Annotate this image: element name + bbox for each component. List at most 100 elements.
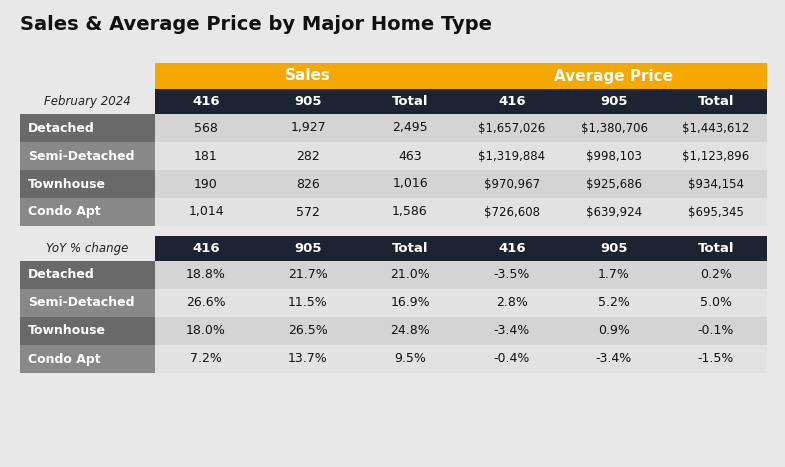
Text: -3.4%: -3.4% [494,325,530,338]
FancyBboxPatch shape [563,198,665,226]
FancyBboxPatch shape [563,114,665,142]
Text: 13.7%: 13.7% [288,353,328,366]
Text: 1,927: 1,927 [290,121,326,134]
Text: -0.4%: -0.4% [494,353,530,366]
Text: 416: 416 [498,242,526,255]
FancyBboxPatch shape [563,170,665,198]
FancyBboxPatch shape [359,289,461,317]
Text: Condo Apt: Condo Apt [28,353,100,366]
FancyBboxPatch shape [359,89,461,114]
Text: 2,495: 2,495 [392,121,428,134]
FancyBboxPatch shape [20,236,155,261]
Text: 572: 572 [296,205,320,219]
FancyBboxPatch shape [359,114,461,142]
Text: 463: 463 [398,149,422,163]
FancyBboxPatch shape [20,142,155,170]
FancyBboxPatch shape [155,170,257,198]
Text: -1.5%: -1.5% [698,353,734,366]
Text: $1,319,884: $1,319,884 [478,149,546,163]
FancyBboxPatch shape [155,114,257,142]
FancyBboxPatch shape [20,89,155,114]
Text: 905: 905 [294,242,322,255]
Text: 21.0%: 21.0% [390,269,430,282]
FancyBboxPatch shape [20,198,155,226]
Text: -0.1%: -0.1% [698,325,734,338]
Text: 26.5%: 26.5% [288,325,328,338]
FancyBboxPatch shape [257,89,359,114]
FancyBboxPatch shape [20,114,155,142]
FancyBboxPatch shape [155,261,257,289]
Text: 282: 282 [296,149,319,163]
FancyBboxPatch shape [257,289,359,317]
FancyBboxPatch shape [359,261,461,289]
FancyBboxPatch shape [665,289,767,317]
FancyBboxPatch shape [563,261,665,289]
FancyBboxPatch shape [665,89,767,114]
Text: Detached: Detached [28,269,95,282]
FancyBboxPatch shape [461,289,563,317]
FancyBboxPatch shape [665,345,767,373]
Text: 24.8%: 24.8% [390,325,430,338]
FancyBboxPatch shape [563,317,665,345]
FancyBboxPatch shape [359,142,461,170]
Text: 568: 568 [194,121,218,134]
Text: 1,014: 1,014 [188,205,224,219]
FancyBboxPatch shape [563,345,665,373]
Text: Total: Total [392,95,429,108]
FancyBboxPatch shape [359,198,461,226]
FancyBboxPatch shape [20,170,155,198]
FancyBboxPatch shape [461,114,563,142]
FancyBboxPatch shape [359,345,461,373]
FancyBboxPatch shape [461,261,563,289]
Text: $1,443,612: $1,443,612 [682,121,750,134]
FancyBboxPatch shape [155,289,257,317]
FancyBboxPatch shape [665,317,767,345]
Text: Townhouse: Townhouse [28,325,106,338]
FancyBboxPatch shape [461,170,563,198]
FancyBboxPatch shape [257,198,359,226]
FancyBboxPatch shape [461,142,563,170]
Text: 26.6%: 26.6% [186,297,226,310]
FancyBboxPatch shape [257,170,359,198]
Text: 18.0%: 18.0% [186,325,226,338]
Text: $695,345: $695,345 [688,205,744,219]
FancyBboxPatch shape [155,198,257,226]
FancyBboxPatch shape [20,289,155,317]
FancyBboxPatch shape [20,317,155,345]
Text: 1.7%: 1.7% [598,269,630,282]
Text: February 2024: February 2024 [44,95,131,108]
FancyBboxPatch shape [461,89,563,114]
Text: $726,608: $726,608 [484,205,540,219]
Text: $1,657,026: $1,657,026 [478,121,546,134]
FancyBboxPatch shape [359,236,461,261]
Text: 2.8%: 2.8% [496,297,528,310]
Text: 181: 181 [194,149,218,163]
Text: 1,016: 1,016 [392,177,428,191]
Text: 0.9%: 0.9% [598,325,630,338]
Text: $934,154: $934,154 [688,177,744,191]
FancyBboxPatch shape [155,236,257,261]
Text: 18.8%: 18.8% [186,269,226,282]
FancyBboxPatch shape [563,289,665,317]
Text: Detached: Detached [28,121,95,134]
Text: Semi-Detached: Semi-Detached [28,297,134,310]
Text: Sales & Average Price by Major Home Type: Sales & Average Price by Major Home Type [20,15,492,34]
FancyBboxPatch shape [665,114,767,142]
Text: Average Price: Average Price [554,69,674,84]
Text: 416: 416 [192,242,220,255]
FancyBboxPatch shape [20,345,155,373]
Text: Sales: Sales [285,69,331,84]
Text: 1,586: 1,586 [392,205,428,219]
Text: Condo Apt: Condo Apt [28,205,100,219]
FancyBboxPatch shape [155,89,257,114]
Text: 190: 190 [194,177,218,191]
Text: 0.2%: 0.2% [700,269,732,282]
FancyBboxPatch shape [461,198,563,226]
Text: -3.4%: -3.4% [596,353,632,366]
FancyBboxPatch shape [665,142,767,170]
FancyBboxPatch shape [257,317,359,345]
Text: 416: 416 [498,95,526,108]
FancyBboxPatch shape [257,261,359,289]
Text: $998,103: $998,103 [586,149,642,163]
FancyBboxPatch shape [563,89,665,114]
